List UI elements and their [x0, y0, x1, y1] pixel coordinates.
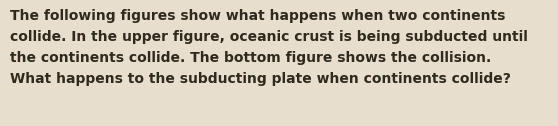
- Text: The following figures show what happens when two continents
collide. In the uppe: The following figures show what happens …: [10, 9, 528, 86]
